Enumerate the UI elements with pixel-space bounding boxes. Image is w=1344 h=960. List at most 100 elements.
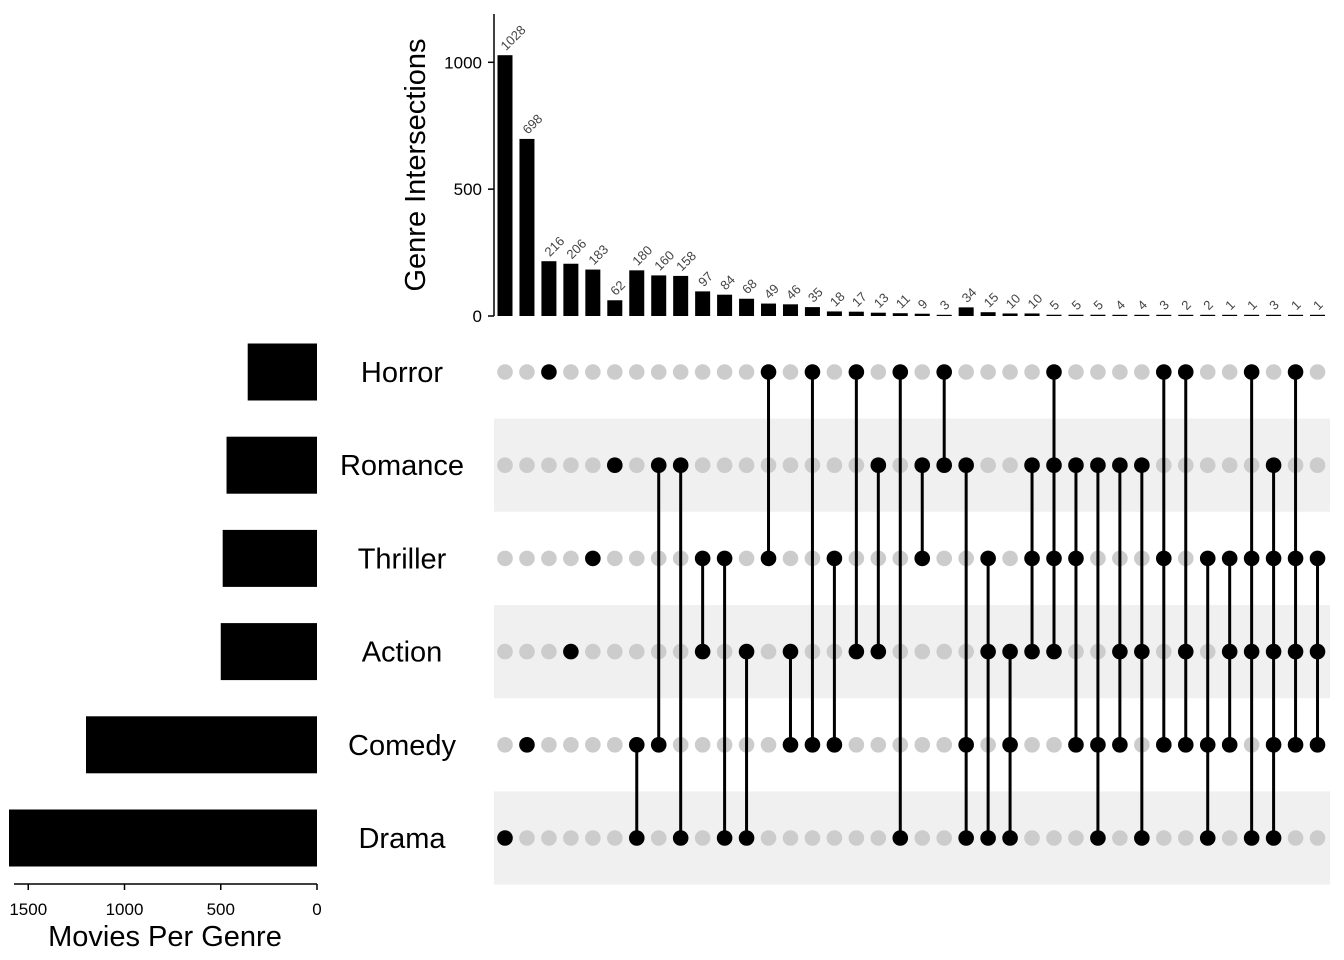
intersection-value-label: 10 — [1025, 291, 1046, 312]
intersection-bar — [914, 313, 930, 316]
matrix-dot-inactive — [716, 364, 733, 380]
intersection-bar — [585, 269, 601, 316]
matrix-dot-active — [716, 550, 733, 567]
intersection-bar — [1024, 313, 1040, 316]
matrix-dot-active — [826, 550, 843, 567]
matrix-dot-inactive — [563, 457, 579, 474]
y-tick-label: 1000 — [444, 53, 482, 72]
matrix-dot-inactive — [650, 830, 667, 846]
matrix-dot-inactive — [585, 643, 601, 660]
matrix-dot-active — [1177, 737, 1194, 753]
matrix-dot-active — [1068, 550, 1084, 567]
matrix-dot-inactive — [782, 830, 799, 846]
matrix-dot-inactive — [563, 550, 579, 567]
intersection-bar — [892, 313, 908, 316]
matrix-dot-active — [1265, 737, 1282, 753]
matrix-dot-inactive — [870, 364, 887, 380]
intersection-bar — [1310, 314, 1326, 316]
set-label-drama: Drama — [358, 823, 446, 855]
matrix-dot-active — [958, 830, 974, 846]
matrix-dot-active — [738, 830, 755, 846]
matrix-dot-inactive — [870, 830, 887, 846]
y-axis-title: Genre Intersections — [400, 38, 432, 291]
matrix-dot-active — [782, 643, 799, 660]
matrix-dot-inactive — [1024, 364, 1040, 380]
x-axis-title: Movies Per Genre — [48, 921, 282, 953]
matrix-dot-inactive — [585, 457, 601, 474]
intersection-bar — [1046, 314, 1062, 316]
matrix-dot-active — [628, 737, 645, 753]
intersection-bar — [541, 261, 557, 316]
matrix-dot-inactive — [936, 550, 952, 567]
matrix-dot-active — [1221, 737, 1238, 753]
matrix-dot-active — [497, 830, 513, 846]
intersection-bar — [519, 138, 535, 316]
matrix-dot-active — [1112, 643, 1128, 660]
matrix-dot-inactive — [519, 364, 535, 380]
matrix-dot-inactive — [1068, 830, 1084, 846]
matrix-dot-active — [848, 643, 865, 660]
matrix-dot-inactive — [585, 737, 601, 753]
matrix-dot-inactive — [848, 830, 865, 846]
matrix-dot-inactive — [980, 364, 996, 380]
matrix-dot-inactive — [694, 457, 711, 474]
matrix-dot-active — [1309, 643, 1326, 660]
intersection-value-label: 4 — [1134, 297, 1150, 313]
matrix-dot-inactive — [914, 737, 931, 753]
matrix-dot-inactive — [541, 550, 557, 567]
intersection-value-label: 62 — [607, 278, 628, 299]
matrix-dot-inactive — [563, 364, 579, 380]
intersection-value-label: 15 — [981, 289, 1002, 310]
matrix-dot-inactive — [914, 364, 931, 380]
y-tick-label: 500 — [454, 180, 482, 199]
matrix-dot-inactive — [760, 830, 777, 846]
matrix-dot-inactive — [497, 643, 513, 660]
matrix-dot-inactive — [782, 550, 799, 567]
matrix-dot-inactive — [497, 457, 513, 474]
matrix-dot-inactive — [519, 643, 535, 660]
matrix-dot-inactive — [607, 550, 623, 567]
matrix-dot-inactive — [1112, 364, 1128, 380]
intersection-value-label: 1 — [1288, 297, 1304, 313]
matrix-dot-active — [694, 643, 711, 660]
matrix-dot-inactive — [760, 643, 777, 660]
intersection-bar — [761, 303, 777, 316]
intersection-value-label: 2 — [1178, 297, 1194, 313]
intersection-bar — [1178, 314, 1194, 316]
matrix-dot-active — [1134, 830, 1150, 846]
matrix-dot-inactive — [1287, 830, 1304, 846]
matrix-dot-active — [1156, 737, 1172, 753]
intersection-bar — [1068, 314, 1084, 316]
matrix-dot-inactive — [1199, 457, 1216, 474]
matrix-dot-active — [1002, 737, 1018, 753]
intersection-bar — [980, 312, 996, 316]
matrix-dot-inactive — [1046, 830, 1062, 846]
intersection-value-label: 97 — [695, 269, 716, 290]
matrix-dot-inactive — [738, 364, 755, 380]
intersection-bar — [936, 314, 952, 316]
intersection-bar — [804, 307, 820, 316]
matrix-dot-active — [980, 550, 996, 567]
matrix-dot-inactive — [519, 457, 535, 474]
matrix-dot-active — [936, 364, 952, 380]
matrix-dot-inactive — [1265, 364, 1282, 380]
intersection-bar — [1002, 313, 1018, 316]
intersection-bar — [629, 270, 645, 316]
matrix-dot-active — [519, 737, 535, 753]
intersection-value-label: 3 — [1266, 297, 1282, 313]
matrix-dot-inactive — [782, 457, 799, 474]
intersection-value-label: 68 — [739, 276, 760, 297]
intersection-value-label: 216 — [541, 233, 567, 259]
intersection-matrix — [497, 364, 1326, 846]
intersection-bar — [1200, 314, 1216, 316]
matrix-dot-active — [804, 737, 821, 753]
intersection-value-label: 160 — [651, 248, 677, 274]
intersection-value-label: 4 — [1112, 297, 1128, 313]
intersection-value-label: 46 — [783, 282, 804, 303]
matrix-dot-inactive — [848, 737, 865, 753]
intersection-bar — [497, 55, 513, 316]
matrix-dot-active — [870, 457, 887, 474]
intersection-value-label: 1 — [1244, 297, 1260, 313]
matrix-dot-active — [1265, 643, 1282, 660]
